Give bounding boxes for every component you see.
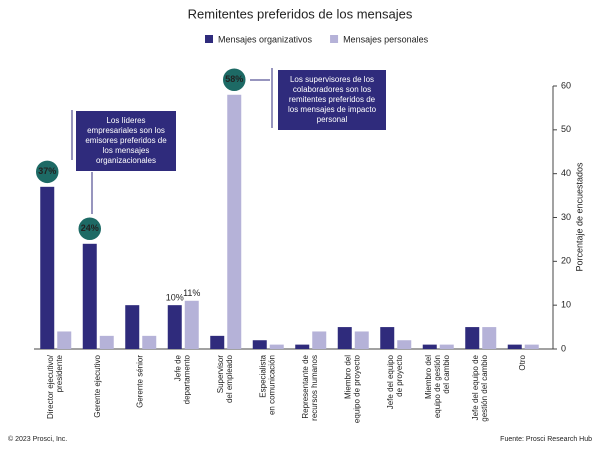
y-tick-label: 40 (561, 168, 571, 178)
bar (269, 344, 284, 349)
x-tick-label: Especialistaen comunicación (258, 354, 276, 415)
bar (125, 305, 140, 349)
legend-swatch (330, 35, 339, 43)
legend-label: Mensajes organizativos (218, 34, 313, 44)
x-tick-label: Miembro delequipo de gestióndel cambio (424, 354, 451, 418)
bar (167, 305, 182, 349)
x-tick-label: Director ejecutivo/presidente (46, 354, 64, 419)
x-tick-label: Gerente ejecutivo (93, 354, 102, 417)
y-tick-label: 0 (561, 343, 566, 353)
bar (210, 335, 225, 349)
bar (422, 344, 437, 349)
bar (82, 243, 97, 349)
value-badge (77, 216, 103, 242)
bar (507, 344, 522, 349)
x-tick-label: Jefe dedepartamento (173, 354, 191, 404)
value-label: 58% (225, 74, 243, 84)
bar (524, 344, 539, 349)
y-axis-label: Porcentaje de encuestados (574, 162, 584, 272)
x-tick-label: Gerente sénior (135, 355, 144, 408)
bar (227, 94, 242, 350)
x-tick-label: Miembro delequipo de proyecto (343, 354, 361, 423)
bar (57, 331, 72, 349)
annotation: Los supervisores de los colaboradores so… (278, 70, 386, 130)
value-label: 10% (166, 293, 184, 303)
chart-title: Remitentes preferidos de los mensajes (188, 6, 413, 21)
x-tick-label: Supervisordel empleado (216, 354, 234, 403)
bar (337, 327, 352, 349)
x-tick-label: Jefe del equipode proyecto (386, 354, 404, 409)
value-badge (34, 159, 60, 185)
legend-swatch (205, 35, 213, 43)
bar (380, 327, 395, 349)
annotation: Los líderes empresariales son los emisor… (76, 111, 176, 171)
value-badge (221, 67, 247, 93)
x-tick-label: Representante derecursos humanos (301, 354, 319, 420)
bar (465, 327, 480, 349)
y-tick-label: 50 (561, 124, 571, 134)
y-tick-label: 30 (561, 212, 571, 222)
x-tick-label: Otro (518, 354, 527, 370)
legend-label: Mensajes personales (343, 34, 429, 44)
footer-left: © 2023 Prosci, Inc. (8, 435, 67, 443)
value-label: 11% (183, 288, 200, 298)
bar (354, 331, 369, 349)
y-tick-label: 10 (561, 300, 571, 310)
y-tick-label: 20 (561, 256, 571, 266)
y-tick-label: 60 (561, 80, 571, 90)
value-label: 37% (38, 166, 56, 176)
footer-right: Fuente: Prosci Research Hub (500, 436, 592, 443)
bar (312, 331, 327, 349)
value-label: 24% (81, 223, 99, 233)
bar (295, 344, 310, 349)
bar (184, 300, 199, 349)
bar (439, 344, 454, 349)
bar (40, 186, 55, 349)
x-tick-label: Jefe del equipo degestión del cambio (471, 354, 489, 421)
bar (397, 340, 412, 349)
bar (252, 340, 267, 349)
bar (99, 335, 114, 349)
bar (482, 327, 497, 349)
bar (142, 335, 157, 349)
